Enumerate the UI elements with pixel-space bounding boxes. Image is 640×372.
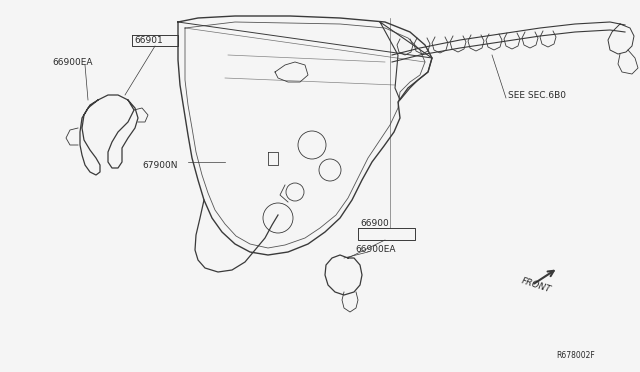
Text: 66900: 66900 [360,219,388,228]
Text: 66901: 66901 [134,36,163,45]
Text: 66900EA: 66900EA [355,245,396,254]
Text: SEE SEC.6B0: SEE SEC.6B0 [508,91,566,100]
Text: R678002F: R678002F [556,351,595,360]
Text: FRONT: FRONT [520,276,552,294]
Text: 66900EA: 66900EA [52,58,93,67]
Text: 67900N: 67900N [142,161,177,170]
